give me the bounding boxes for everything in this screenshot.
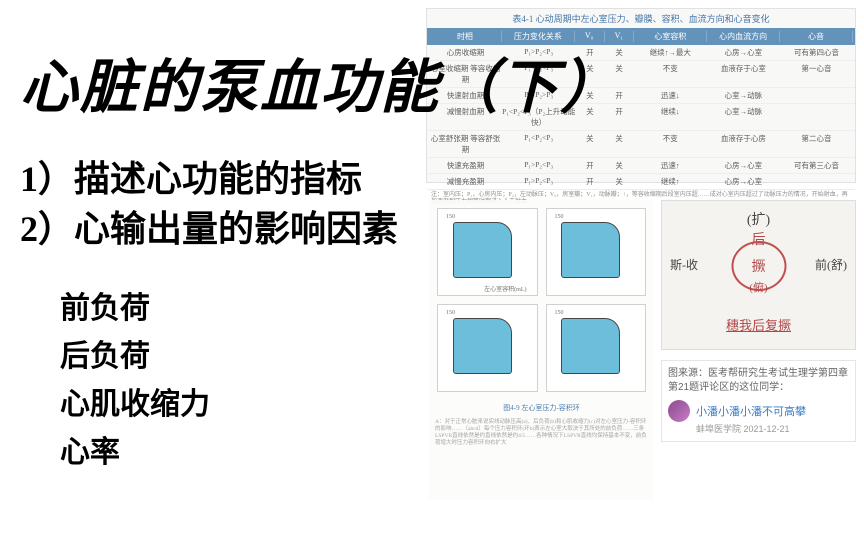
main-content: 心脏的泵血功能（下） 1）描述心功能的指标 2）心输出量的影响因素 前负荷 后负… bbox=[20, 40, 620, 477]
avatar bbox=[668, 400, 690, 422]
list-item-1: 1）描述心功能的指标 bbox=[20, 154, 620, 204]
handwritten-note: (扩) 后 斯-收 撅 前(舒) (俯) 穗我后复撅 bbox=[661, 200, 856, 350]
sub-item-preload: 前负荷 bbox=[60, 285, 620, 333]
table-header-cell: 心音 bbox=[780, 31, 853, 42]
main-list: 1）描述心功能的指标 2）心输出量的影响因素 bbox=[20, 154, 620, 255]
source-title: 图来源：医考帮研究生考试生理学第四章第21题评论区的这位同学： bbox=[668, 367, 849, 395]
list-item-2: 2）心输出量的影响因素 bbox=[20, 204, 620, 254]
note-text-right: 前(舒) bbox=[815, 256, 847, 273]
sub-item-contractility: 心肌收缩力 bbox=[60, 381, 620, 429]
note-text-left: 斯-收 bbox=[670, 256, 698, 273]
page-title: 心脏的泵血功能（下） bbox=[20, 40, 620, 124]
table-header-cell: 心室容积 bbox=[634, 31, 707, 42]
note-text-center: 撅 bbox=[752, 256, 766, 276]
sub-list: 前负荷 后负荷 心肌收缩力 心率 bbox=[60, 285, 620, 477]
sub-item-heartrate: 心率 bbox=[60, 429, 620, 477]
note-content: (扩) 后 斯-收 撅 前(舒) (俯) 穗我后复撅 bbox=[662, 201, 855, 349]
table-header-cell: 心内血流方向 bbox=[707, 31, 780, 42]
source-user: 小潘小潘小潘不可高攀 bbox=[668, 400, 849, 422]
sub-item-afterload: 后负荷 bbox=[60, 333, 620, 381]
source-username: 小潘小潘小潘不可高攀 bbox=[696, 403, 806, 419]
note-text-bottom: 穗我后复撅 bbox=[726, 315, 791, 334]
table-title: 表4-1 心动周期中左心室压力、瓣膜、容积、血流方向和心音变化 bbox=[427, 9, 855, 28]
note-text-top: (扩) bbox=[747, 209, 770, 229]
note-text-center2: (俯) bbox=[749, 279, 767, 295]
source-date: 蚌埠医学院 2021-12-21 bbox=[696, 422, 849, 435]
source-attribution: 图来源：医考帮研究生考试生理学第四章第21题评论区的这位同学： 小潘小潘小潘不可… bbox=[661, 360, 856, 442]
